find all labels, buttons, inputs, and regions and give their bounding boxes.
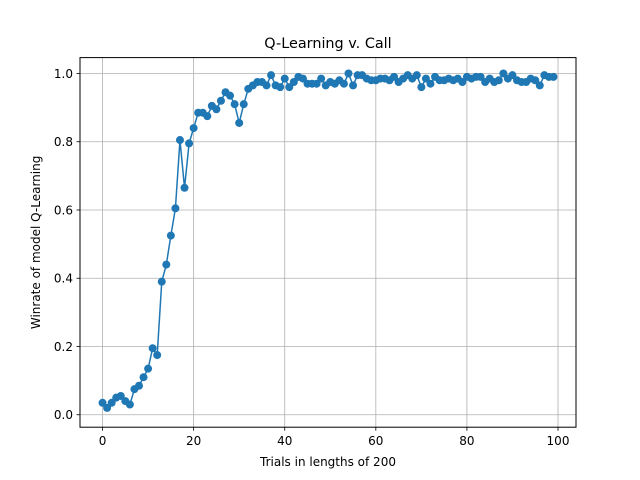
data-point — [157, 277, 166, 286]
y-tick-label: 0.8 — [54, 135, 73, 149]
data-point — [162, 260, 171, 269]
data-point — [144, 364, 153, 373]
x-tick-label: 100 — [547, 434, 570, 448]
data-point — [390, 72, 399, 81]
x-axis-title: Trials in lengths of 200 — [259, 455, 396, 469]
data-point — [139, 373, 148, 382]
x-tick-label: 0 — [99, 434, 107, 448]
data-point — [189, 124, 198, 133]
data-point — [175, 136, 184, 145]
data-point — [107, 398, 116, 407]
data-point — [239, 100, 248, 109]
data-point — [458, 78, 467, 87]
data-point — [317, 74, 326, 83]
data-point — [203, 112, 212, 121]
data-point — [226, 91, 235, 100]
data-point — [499, 69, 508, 78]
data-point — [148, 344, 157, 353]
data-point — [298, 74, 307, 83]
y-tick-label: 0.6 — [54, 203, 73, 217]
data-point — [235, 118, 244, 127]
data-point — [276, 83, 285, 92]
data-point — [116, 391, 125, 400]
data-point — [103, 403, 112, 412]
y-tick-label: 0.2 — [54, 340, 73, 354]
y-tick-label: 0.4 — [54, 272, 73, 286]
data-point — [166, 231, 175, 240]
data-point — [153, 351, 162, 360]
data-point — [412, 71, 421, 80]
data-point — [289, 78, 298, 87]
data-point — [134, 381, 143, 390]
data-point — [549, 72, 558, 81]
data-point — [349, 81, 358, 90]
data-point — [125, 400, 134, 409]
data-point — [280, 74, 289, 83]
data-point — [535, 81, 544, 90]
y-tick-label: 0.0 — [54, 408, 73, 422]
data-point — [417, 83, 426, 92]
y-axis-title: Winrate of model Q-Learning — [29, 156, 43, 330]
x-tick-label: 20 — [186, 434, 201, 448]
y-tick-label: 1.0 — [54, 67, 73, 81]
chart-title: Q-Learning v. Call — [264, 36, 391, 52]
data-point — [344, 69, 353, 78]
data-point — [339, 79, 348, 88]
data-point — [426, 79, 435, 88]
data-point — [230, 100, 239, 109]
x-tick-label: 80 — [459, 434, 474, 448]
data-point — [216, 96, 225, 105]
data-point — [312, 79, 321, 88]
data-point — [171, 204, 180, 213]
data-point — [185, 139, 194, 148]
data-point — [267, 71, 276, 80]
data-point — [180, 183, 189, 192]
data-point — [212, 105, 221, 114]
data-point — [476, 72, 485, 81]
data-point — [262, 81, 271, 90]
data-point — [494, 76, 503, 85]
ticks: 0 20 40 60 80 100 0.0 0.2 0.4 0.6 0.8 1.0 — [54, 67, 570, 448]
data-point — [285, 83, 294, 92]
data-point — [98, 398, 107, 407]
data-point — [421, 74, 430, 83]
series-layer — [98, 69, 558, 412]
x-tick-label: 40 — [277, 434, 292, 448]
data-point — [508, 71, 517, 80]
plot-frame — [79, 57, 577, 428]
data-point — [531, 76, 540, 85]
x-tick-label: 60 — [368, 434, 383, 448]
